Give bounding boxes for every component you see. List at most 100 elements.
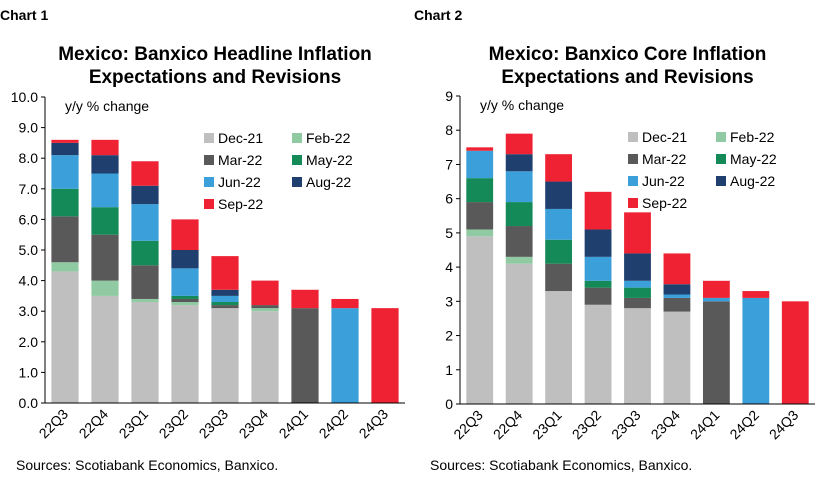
y-tick-label: 7.0 <box>19 181 39 197</box>
bar-segment <box>505 226 533 257</box>
bar-segment <box>505 133 533 155</box>
bar-segment <box>211 256 239 290</box>
legend-label: Sep-22 <box>218 196 263 212</box>
bar-segment <box>584 256 612 281</box>
bar-segment <box>624 297 651 309</box>
bar-segment <box>584 287 612 305</box>
bar-segment <box>131 240 159 266</box>
legend-swatch <box>628 132 638 142</box>
bar-segment <box>466 147 494 151</box>
bar-segment <box>702 301 730 404</box>
bar-segment <box>171 302 199 306</box>
bar-segment <box>211 295 239 303</box>
bar-segment <box>505 263 533 404</box>
y-tick-label: 6.0 <box>19 211 39 227</box>
bar-segment <box>131 161 159 186</box>
chart-title: Expectations and Revisions <box>501 67 753 88</box>
bar-segment <box>584 191 612 230</box>
bar-segment <box>663 253 691 285</box>
bar-segment <box>171 268 199 296</box>
y-tick-label: 2.0 <box>19 334 39 350</box>
bar-segment <box>211 289 239 296</box>
bar-segment <box>51 139 79 143</box>
legend-swatch <box>628 154 638 164</box>
bar-segment <box>51 188 79 217</box>
bar-segment <box>663 284 691 295</box>
bar-segment <box>131 185 159 205</box>
bar-segment <box>251 305 279 309</box>
bar-segment <box>545 154 573 182</box>
y-tick-label: 8 <box>445 122 453 138</box>
legend-swatch <box>204 177 214 187</box>
bar-segment <box>466 202 494 230</box>
legend-label: Aug-22 <box>730 173 775 189</box>
bar-segment <box>131 265 159 299</box>
chart-label: Chart 1 <box>0 7 48 23</box>
bar-segment <box>171 219 199 250</box>
bar-segment <box>781 301 809 404</box>
x-tick-label: 24Q1 <box>687 407 723 443</box>
annotation: y/y % change <box>480 97 564 113</box>
y-tick-label: 7 <box>445 156 453 172</box>
bar-segment <box>131 298 159 303</box>
bar-segment <box>505 256 533 264</box>
legend-swatch <box>628 198 638 208</box>
bar-segment <box>663 294 691 298</box>
x-tick-label: 22Q4 <box>76 406 112 442</box>
bar-segment <box>742 291 770 298</box>
legend-label: Mar-22 <box>642 151 687 167</box>
y-tick-label: 0.0 <box>19 395 39 411</box>
legend-swatch <box>204 199 214 209</box>
legend-swatch <box>292 133 302 143</box>
bar-segment <box>742 297 770 404</box>
bar-segment <box>51 142 79 156</box>
bar-segment <box>171 305 199 403</box>
chart-title: Expectations and Revisions <box>89 67 341 88</box>
y-tick-label: 1.0 <box>19 364 39 380</box>
y-tick-label: 10.0 <box>11 89 38 105</box>
bar-segment <box>91 139 119 156</box>
bar-segment <box>371 308 399 403</box>
bar-segment <box>624 280 651 288</box>
chart-title: Mexico: Banxico Headline Inflation <box>58 44 372 65</box>
x-tick-label: 23Q4 <box>648 407 684 443</box>
y-tick-label: 9.0 <box>19 120 39 136</box>
bar-segment <box>211 302 239 306</box>
legend-label: Sep-22 <box>642 195 687 211</box>
x-tick-label: 24Q3 <box>766 407 802 443</box>
x-tick-label: 23Q1 <box>116 406 152 442</box>
bar-segment <box>291 308 319 403</box>
source: Sources: Scotiabank Economics, Banxico. <box>16 457 278 473</box>
legend-swatch <box>204 155 214 165</box>
y-tick-label: 2 <box>445 328 453 344</box>
bar-segment <box>624 212 651 254</box>
legend-label: Jun-22 <box>218 174 261 190</box>
bar-segment <box>466 236 494 404</box>
bar-segment <box>51 155 79 189</box>
y-tick-label: 8.0 <box>19 150 39 166</box>
legend-swatch <box>716 132 726 142</box>
y-tick-label: 6 <box>445 191 453 207</box>
bar-segment <box>505 171 533 203</box>
bar-segment <box>702 297 730 302</box>
y-tick-label: 9 <box>445 88 453 104</box>
x-tick-label: 24Q3 <box>356 406 392 442</box>
bar-segment <box>251 280 279 306</box>
y-tick-label: 4 <box>445 259 453 275</box>
legend-label: Feb-22 <box>730 129 775 145</box>
bar-segment <box>505 154 533 172</box>
bar-segment <box>545 208 573 240</box>
chart-panel: Chart 1 Mexico: Banxico Headline Inflatio… <box>0 7 405 473</box>
bar-segment <box>51 271 79 403</box>
bar-segment <box>131 302 159 403</box>
bar-segment <box>545 291 573 404</box>
bar-segment <box>545 239 573 264</box>
bar-segment <box>91 234 119 281</box>
bar-segment <box>663 297 691 312</box>
bar-segment <box>91 280 119 296</box>
x-tick-label: 22Q3 <box>450 407 486 443</box>
bar-segment <box>584 229 612 257</box>
x-tick-label: 23Q4 <box>236 406 272 442</box>
legend-swatch <box>716 154 726 164</box>
legend-swatch <box>204 133 214 143</box>
